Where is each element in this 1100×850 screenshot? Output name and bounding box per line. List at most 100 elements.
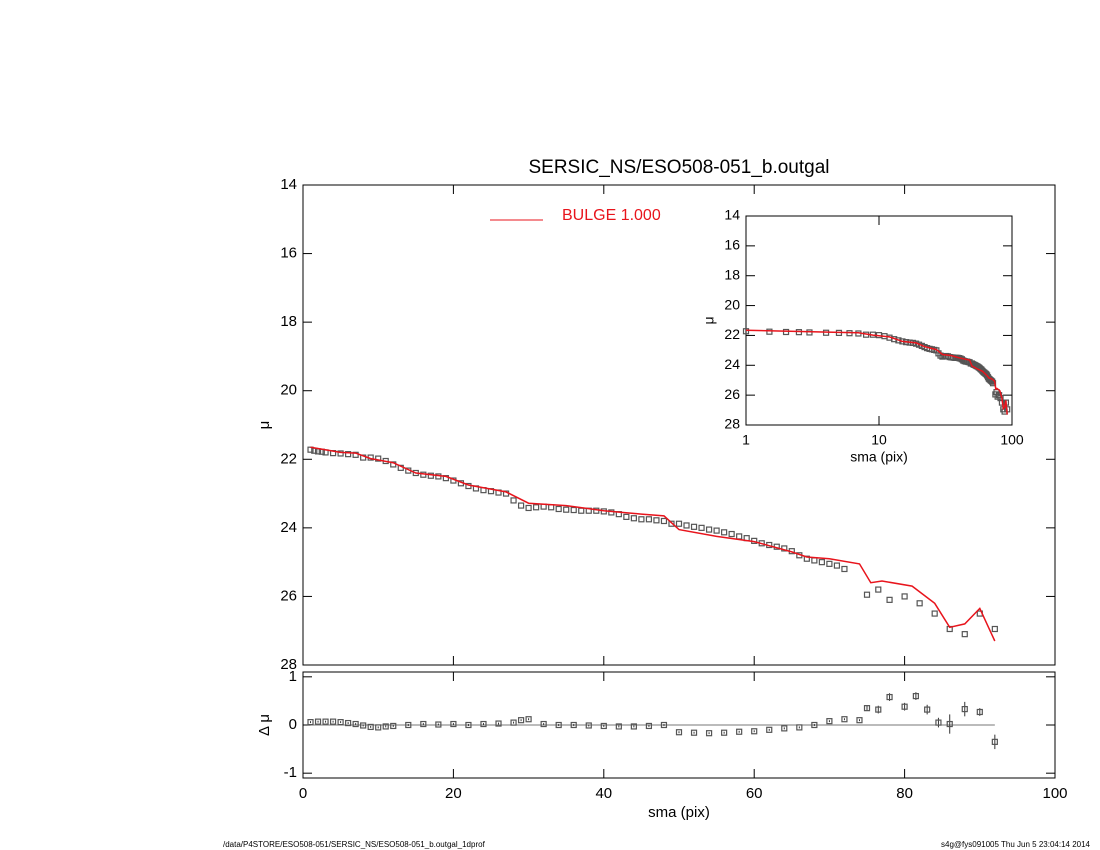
- data-point: [660, 517, 668, 525]
- data-point: [495, 720, 502, 727]
- x-tick-label: 40: [595, 785, 612, 802]
- data-point: [570, 506, 577, 514]
- data-point: [751, 728, 758, 735]
- data-point: [991, 738, 998, 745]
- data-point: [886, 596, 893, 603]
- data-point: [615, 723, 622, 730]
- data-point: [976, 708, 983, 716]
- x-tick-label: 60: [746, 785, 763, 802]
- data-point: [555, 721, 562, 729]
- data-point: [781, 725, 788, 732]
- data-point: [833, 562, 841, 569]
- data-point: [307, 719, 314, 726]
- data-point: [901, 703, 908, 710]
- x-tick-label: 80: [896, 785, 913, 802]
- y-tick-label: 26: [724, 386, 740, 402]
- data-point: [668, 520, 675, 527]
- data-point: [991, 625, 998, 633]
- y-tick-label: 28: [724, 416, 740, 432]
- data-point: [736, 728, 743, 735]
- x-tick-label: 100: [1042, 785, 1067, 802]
- y-tick-label: 16: [280, 245, 297, 262]
- y-tick-label: 20: [724, 296, 740, 312]
- data-point: [826, 718, 833, 725]
- data-point: [675, 520, 683, 527]
- data-point: [796, 724, 803, 731]
- data-point: [863, 591, 871, 598]
- y-tick-label: 18: [280, 313, 297, 330]
- data-point: [533, 504, 540, 511]
- data-point: [345, 719, 352, 727]
- data-point: [856, 717, 863, 724]
- data-point: [517, 502, 525, 509]
- footer-left: /data/P4STORE/ESO508-051/SERSIC_NS/ESO50…: [223, 840, 486, 849]
- y-tick-label: 24: [724, 356, 740, 372]
- data-point: [924, 706, 931, 713]
- data-point: [916, 600, 923, 607]
- data-point: [690, 729, 698, 736]
- x-tick-label: 20: [445, 785, 462, 802]
- inset-bg: [746, 216, 1012, 425]
- y-axis-label: μ: [256, 421, 273, 430]
- data-point: [826, 560, 833, 567]
- x-axis-label: sma (pix): [648, 804, 710, 821]
- data-point: [375, 455, 382, 462]
- data-point: [803, 555, 810, 562]
- data-point: [946, 720, 953, 728]
- data-point: [721, 529, 728, 536]
- data-point: [811, 557, 818, 564]
- data-point: [390, 722, 397, 730]
- data-point: [427, 472, 434, 479]
- plot-frame: [302, 184, 1056, 666]
- data-point: [818, 559, 825, 566]
- data-point: [811, 721, 818, 729]
- y-tick-label: -1: [284, 764, 297, 781]
- data-point: [705, 526, 713, 533]
- data-point: [600, 722, 607, 730]
- y-tick-label: 14: [280, 176, 297, 193]
- data-point: [766, 726, 773, 733]
- data-point: [510, 719, 517, 726]
- data-point: [352, 451, 359, 458]
- data-point: [638, 516, 645, 523]
- data-point: [525, 504, 532, 512]
- data-point: [630, 723, 637, 730]
- data-point: [901, 593, 908, 600]
- x-tick-label: 0: [299, 785, 307, 802]
- data-point: [352, 720, 359, 728]
- data-point: [322, 718, 329, 725]
- data-point: [450, 720, 457, 728]
- y-tick-label: 26: [280, 587, 297, 604]
- data-point: [345, 451, 352, 458]
- data-point: [705, 730, 713, 737]
- data-point: [405, 721, 412, 729]
- data-point: [766, 328, 773, 335]
- data-point: [337, 719, 344, 726]
- data-point: [585, 722, 592, 729]
- data-point: [337, 450, 344, 457]
- data-point: [510, 497, 517, 504]
- y-tick-label: 16: [724, 237, 740, 253]
- data-point: [961, 705, 968, 713]
- data-point: [435, 721, 442, 728]
- data-point: [931, 610, 938, 617]
- y-tick-label: 18: [724, 266, 740, 282]
- data-point: [570, 721, 577, 729]
- data-point: [875, 586, 882, 593]
- data-point: [736, 533, 743, 540]
- data-point: [329, 718, 337, 725]
- data-point: [728, 530, 735, 538]
- data-point: [653, 517, 660, 524]
- data-point: [525, 716, 532, 723]
- data-point: [375, 724, 382, 731]
- y-tick-label: 24: [280, 519, 297, 536]
- data-point: [935, 719, 942, 726]
- y-tick-label: 28: [280, 656, 297, 673]
- y-tick-label: 1: [289, 668, 297, 685]
- data-point: [563, 506, 570, 513]
- data-point: [540, 720, 547, 728]
- data-point: [382, 723, 389, 730]
- y-axis-label: Δ μ: [256, 714, 273, 736]
- data-point: [480, 720, 487, 728]
- x-tick-label: 100: [1000, 432, 1024, 448]
